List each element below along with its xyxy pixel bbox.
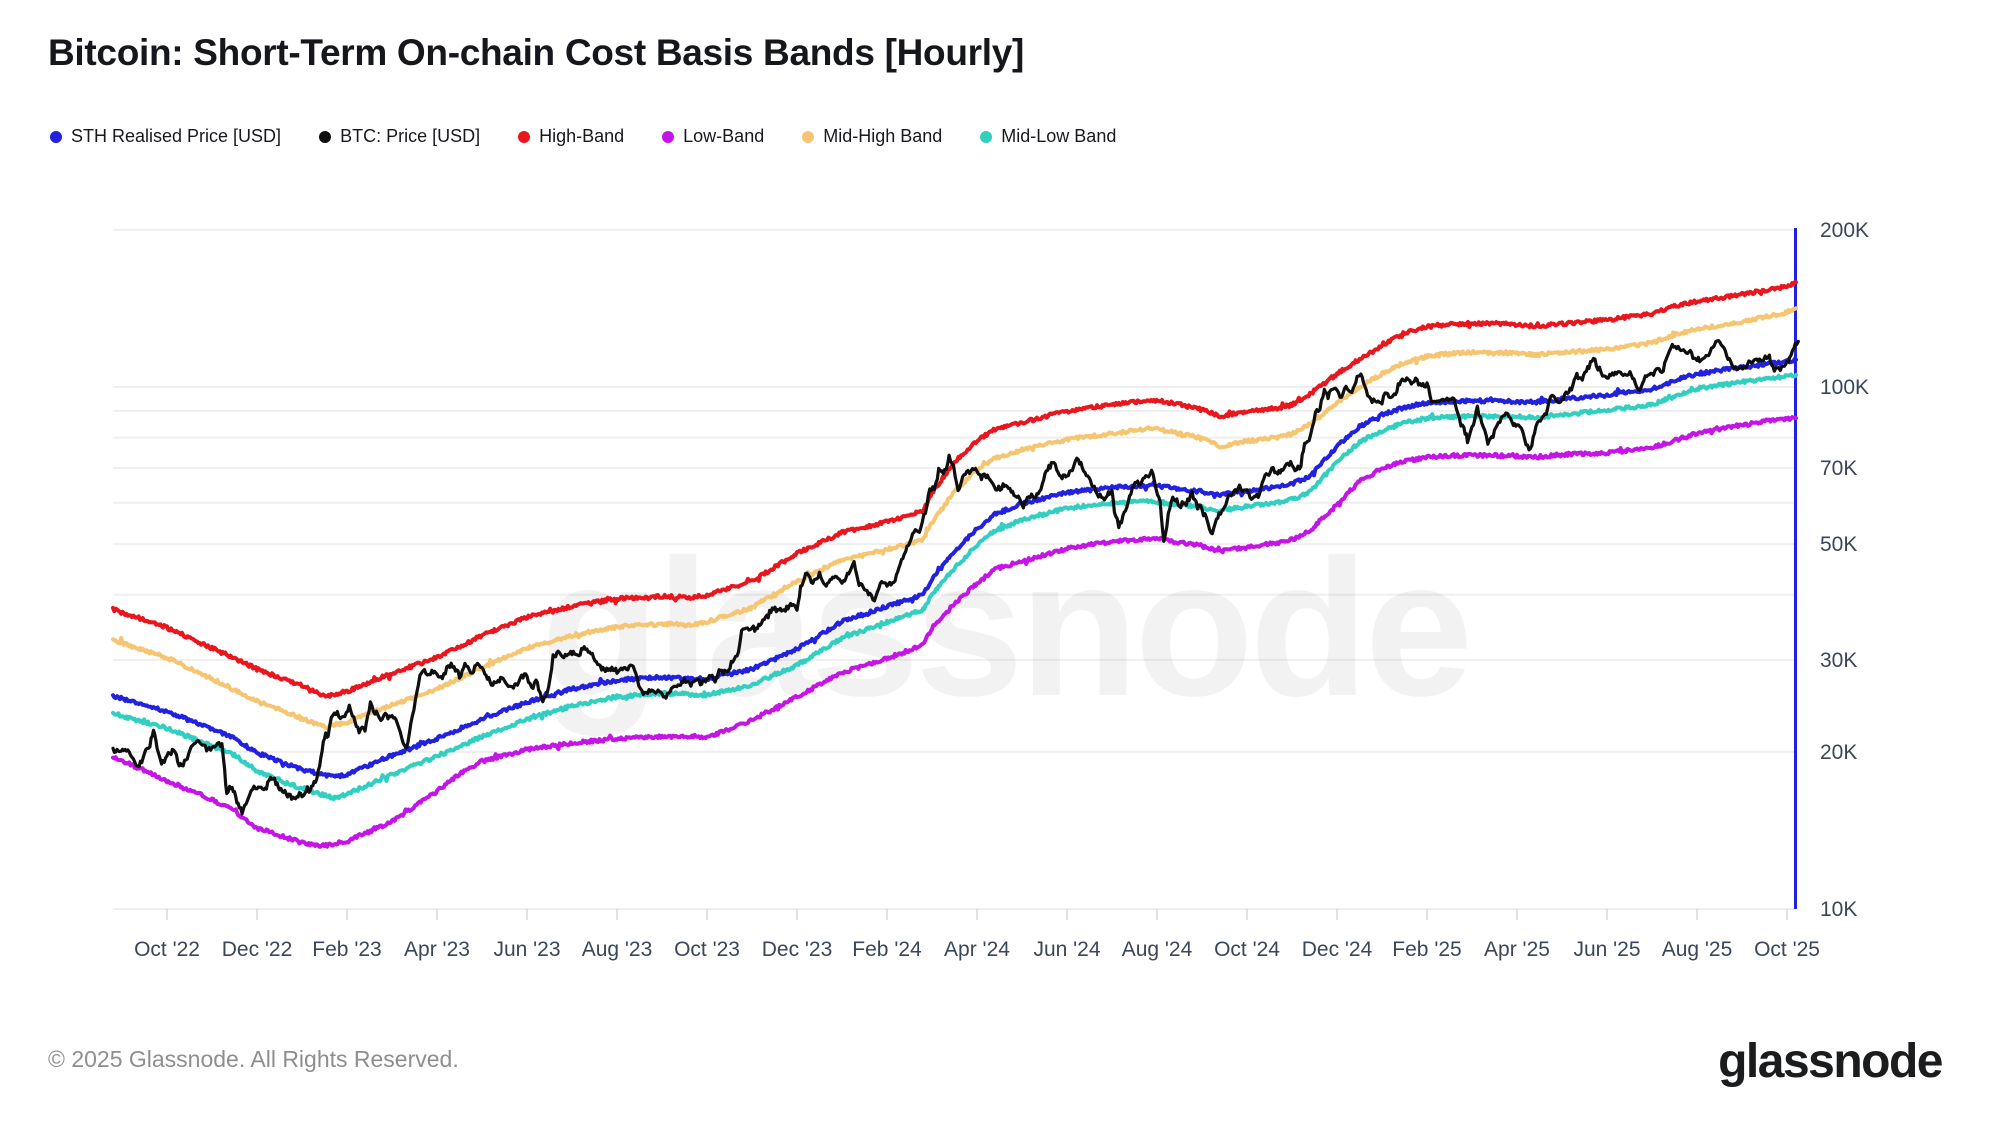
x-tick-label: Jun '24 <box>1033 938 1100 961</box>
series-high-band <box>111 280 1798 699</box>
x-tick-label: Oct '24 <box>1214 938 1280 961</box>
series-mid-high-band <box>111 306 1798 730</box>
legend-dot <box>802 130 815 143</box>
gridlines <box>113 228 1795 910</box>
chart-canvas[interactable]: glassnode Oct '22 Dec '22 Feb '23 Apr '23 Jun… <box>0 0 2000 1010</box>
legend-item-sth-realised-price-usd[interactable]: STH Realised Price [USD] <box>50 126 281 147</box>
legend-dot <box>662 130 675 143</box>
x-axis: Oct '22 Dec '22 Feb '23 Apr '23 Jun '23 Aug '… <box>134 909 1820 961</box>
x-tick-label: Jun '25 <box>1573 938 1640 961</box>
x-tick-label: Apr '23 <box>404 938 470 961</box>
legend-dot <box>518 130 531 143</box>
x-tick-label: Aug '25 <box>1662 938 1733 961</box>
chart-legend: STH Realised Price [USD] BTC: Price [USD]… <box>50 126 1116 147</box>
legend-item-high-band[interactable]: High-Band <box>518 126 624 147</box>
legend-dot <box>319 130 332 143</box>
glassnode-logo: glassnode <box>1718 1035 1943 1088</box>
x-tick-label: Feb '24 <box>852 938 922 961</box>
legend-label: STH Realised Price [USD] <box>71 126 282 146</box>
series-mid-low-band <box>111 372 1798 802</box>
legend-label: Mid-High Band <box>823 126 943 146</box>
legend-item-low-band[interactable]: Low-Band <box>662 126 764 147</box>
legend-label: High-Band <box>539 126 625 146</box>
y-tick-label: 100K <box>1820 376 1869 399</box>
series-sth-realised-price-usd <box>111 356 1798 780</box>
x-tick-label: Aug '23 <box>582 938 653 961</box>
y-axis: 200K 100K 70K 50K 30K 20K 10K <box>1820 219 1869 921</box>
x-tick-label: Apr '25 <box>1484 938 1550 961</box>
legend-item-mid-high-band[interactable]: Mid-High Band <box>802 126 942 147</box>
x-tick-label: Dec '23 <box>762 938 833 961</box>
legend-label: BTC: Price [USD] <box>340 126 481 146</box>
y-tick-label: 20K <box>1820 741 1857 764</box>
legend-item-btc-price-usd[interactable]: BTC: Price [USD] <box>319 126 480 147</box>
x-tick-label: Jun '23 <box>493 938 560 961</box>
x-tick-label: Apr '24 <box>944 938 1010 961</box>
x-tick-label: Feb '25 <box>1392 938 1461 961</box>
x-tick-label: Dec '22 <box>222 938 293 961</box>
x-tick-label: Oct '25 <box>1754 938 1820 961</box>
x-tick-label: Dec '24 <box>1302 938 1373 961</box>
legend-label: Low-Band <box>683 126 765 146</box>
page-title: Bitcoin: Short-Term On-chain Cost Basis … <box>48 32 1025 73</box>
x-tick-label: Oct '23 <box>674 938 740 961</box>
y-tick-label: 10K <box>1820 898 1857 921</box>
legend-label: Mid-Low Band <box>1001 126 1117 146</box>
y-tick-label: 30K <box>1820 649 1857 672</box>
glassnode-watermark: glassnode <box>541 519 1469 737</box>
legend-dot <box>980 130 993 143</box>
x-tick-label: Aug '24 <box>1122 938 1193 961</box>
x-tick-label: Feb '23 <box>312 938 381 961</box>
y-tick-label: 50K <box>1820 533 1857 556</box>
copyright-text: © 2025 Glassnode. All Rights Reserved. <box>48 1046 459 1072</box>
series-btc-price-usd <box>111 339 1800 816</box>
legend-dot <box>50 130 62 143</box>
x-tick-label: Oct '22 <box>134 938 200 961</box>
y-tick-label: 70K <box>1820 457 1857 480</box>
legend-item-mid-low-band[interactable]: Mid-Low Band <box>980 126 1116 147</box>
series-low-band <box>111 415 1798 849</box>
y-tick-label: 200K <box>1820 219 1869 242</box>
